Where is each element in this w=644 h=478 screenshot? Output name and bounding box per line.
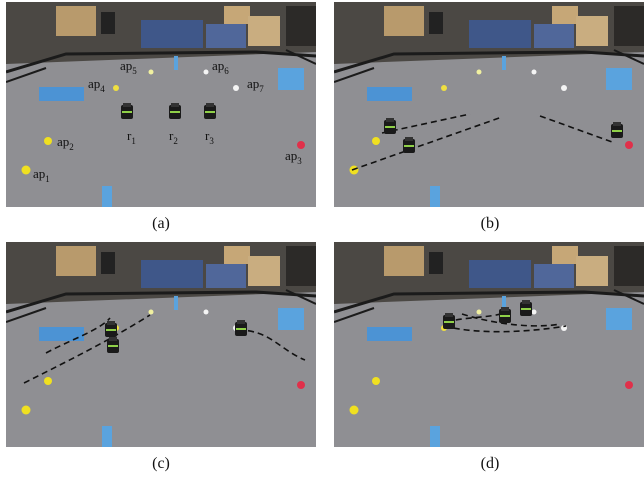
label-base: ap	[247, 76, 259, 91]
label-sub: 7	[259, 84, 264, 94]
label-sub: 2	[69, 142, 74, 152]
label-sub: 3	[209, 136, 214, 146]
label-sub: 5	[132, 66, 137, 76]
label-sub: 1	[131, 136, 136, 146]
label-base: ap	[120, 58, 132, 73]
label-base: ap	[33, 166, 45, 181]
label-sub: 6	[224, 66, 229, 76]
label-base: ap	[88, 76, 100, 91]
label-base: ap	[212, 58, 224, 73]
panel-d: (d)	[334, 242, 644, 472]
label-sub: 1	[45, 174, 50, 184]
caption: (c)	[152, 455, 170, 472]
caption: (b)	[481, 215, 500, 232]
label-base: ap	[57, 134, 69, 149]
caption: (a)	[152, 215, 170, 232]
figure: ap5ap6ap4ap7r1r2r3ap2ap3ap1 (a) (b) (c) …	[0, 0, 644, 478]
panel-c: (c)	[6, 242, 316, 472]
caption: (d)	[481, 455, 500, 472]
panel-b: (b)	[334, 2, 644, 232]
label-sub: 4	[100, 84, 105, 94]
label-base: ap	[285, 148, 297, 163]
label-sub: 2	[173, 136, 178, 146]
label-sub: 3	[297, 156, 302, 166]
